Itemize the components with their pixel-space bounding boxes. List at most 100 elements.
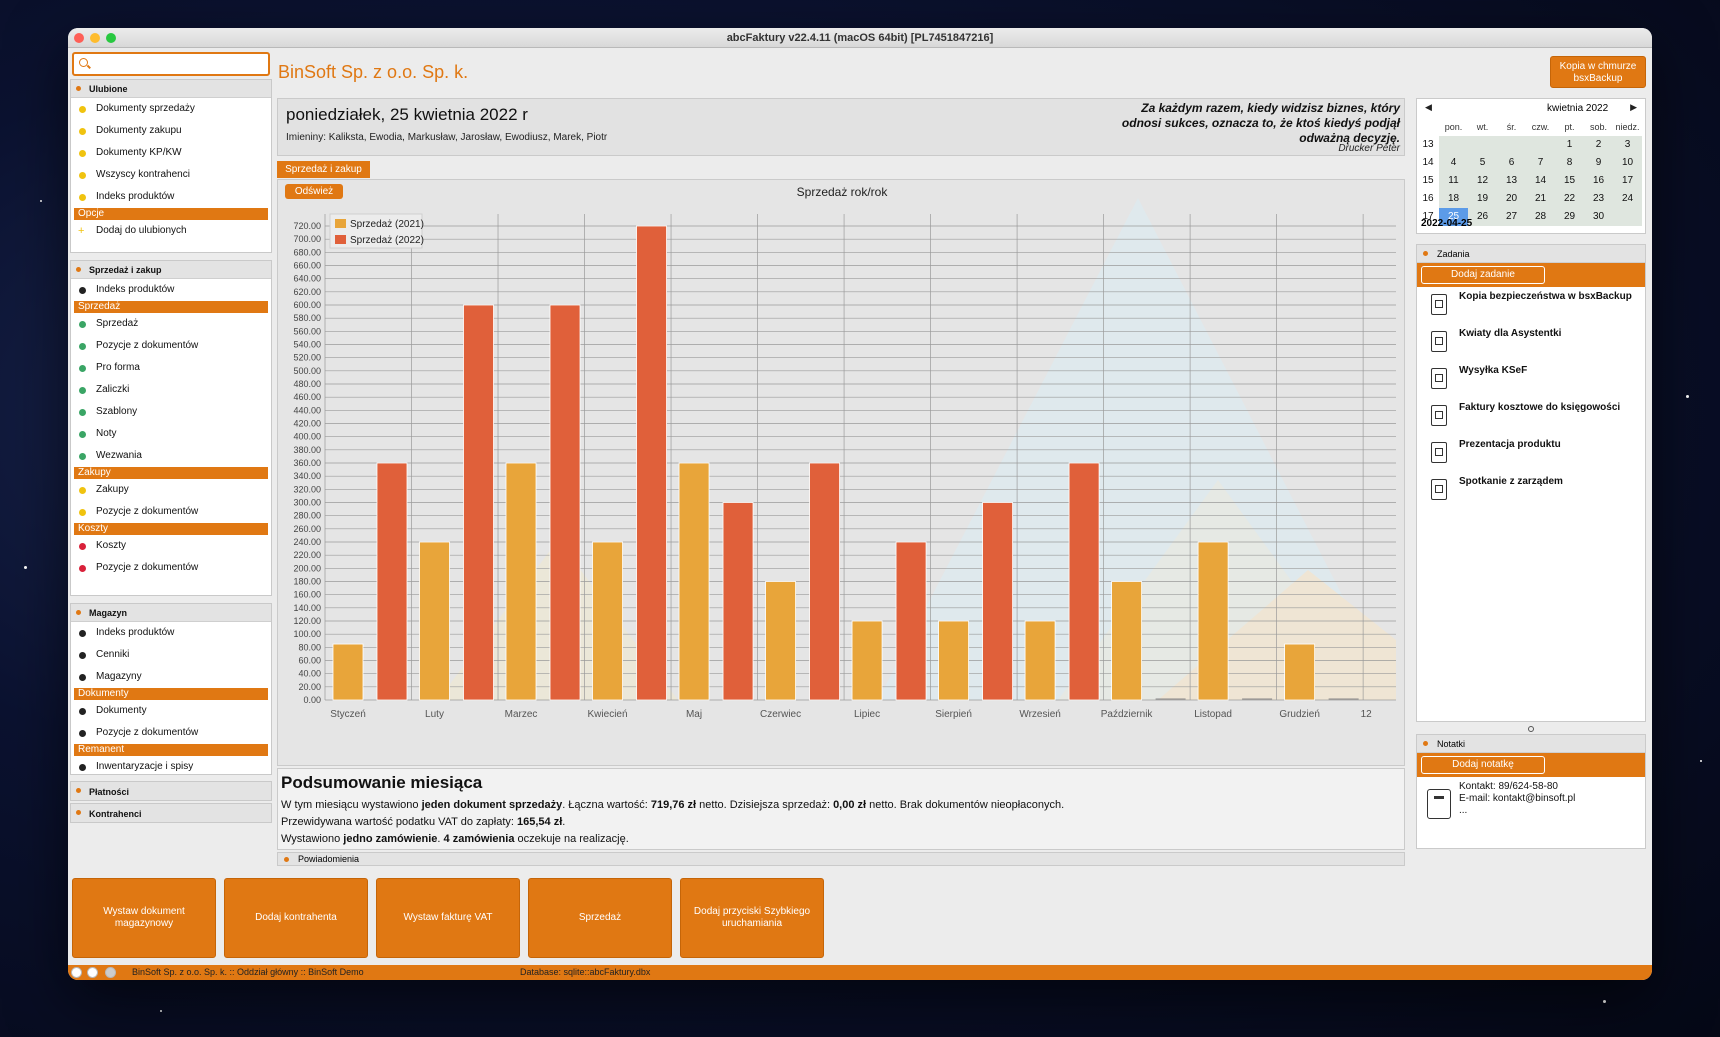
sidebar-item-favorite[interactable]: Dokumenty zakupu	[71, 120, 271, 142]
calendar-day[interactable]: 19	[1468, 190, 1497, 208]
sidebar-item-sales[interactable]: Pozycje z dokumentów	[71, 557, 271, 579]
sidebar-item-sales[interactable]: Koszty	[71, 535, 271, 557]
warehouse-header[interactable]: Magazyn	[71, 604, 271, 622]
add-note-button[interactable]: Dodaj notatkę	[1421, 756, 1545, 774]
calendar-day	[1468, 136, 1497, 154]
contractors-header[interactable]: Kontrahenci	[70, 803, 272, 823]
task-item[interactable]: Prezentacja produktu	[1417, 435, 1645, 472]
daily-quote: Za każdym razem, kiedy widzisz biznes, k…	[1110, 101, 1400, 146]
sidebar-item-sales[interactable]: Zaliczki	[71, 379, 271, 401]
calendar-day[interactable]: 13	[1497, 172, 1526, 190]
sidebar-item-sales[interactable]: Wezwania	[71, 445, 271, 467]
calendar-day[interactable]: 18	[1439, 190, 1468, 208]
note-line[interactable]: E-mail: kontakt@binsoft.pl	[1459, 793, 1576, 804]
calendar-day[interactable]: 11	[1439, 172, 1468, 190]
task-item[interactable]: Wysyłka KSeF	[1417, 361, 1645, 398]
sidebar-item-warehouse[interactable]: Cenniki	[71, 644, 271, 666]
prev-month-icon[interactable]: ◀	[1425, 102, 1432, 112]
sidebar-item-sales[interactable]: Noty	[71, 423, 271, 445]
calendar-day[interactable]: 26	[1468, 208, 1497, 226]
calendar-day[interactable]: 16	[1584, 172, 1613, 190]
sidebar-item-warehouse[interactable]: Magazyny	[71, 666, 271, 688]
calendar-day[interactable]: 5	[1468, 154, 1497, 172]
issue-vat-invoice-button[interactable]: Wystaw fakturę VAT	[376, 878, 520, 958]
sidebar-item-sales[interactable]: Zakupy	[71, 479, 271, 501]
status-indicator-icon[interactable]	[105, 967, 116, 978]
task-item[interactable]: Kopia bezpieczeństwa w bsxBackup	[1417, 287, 1645, 324]
favorites-header[interactable]: Ulubione	[71, 80, 271, 98]
note-line[interactable]: ...	[1459, 805, 1468, 816]
tasks-header[interactable]: Zadania	[1417, 245, 1645, 263]
sidebar-item-favorite[interactable]: Dokumenty KP/KW	[71, 142, 271, 164]
search-input[interactable]	[92, 56, 262, 72]
calendar-day[interactable]: 25	[1439, 208, 1468, 226]
calendar-day[interactable]: 23	[1584, 190, 1613, 208]
bar-2021	[505, 462, 537, 701]
sales-button[interactable]: Sprzedaż	[528, 878, 672, 958]
add-to-favorites[interactable]: + Dodaj do ulubionych	[71, 220, 271, 242]
search-box[interactable]	[72, 52, 270, 76]
bar-2021	[1284, 643, 1316, 701]
add-contractor-button[interactable]: Dodaj kontrahenta	[224, 878, 368, 958]
calendar-day[interactable]: 15	[1555, 172, 1584, 190]
sidebar-item-favorite[interactable]: Dokumenty sprzedaży	[71, 98, 271, 120]
calendar-day[interactable]: 7	[1526, 154, 1555, 172]
tab-sales-purchase[interactable]: Sprzedaż i zakup	[277, 161, 370, 178]
calendar-day[interactable]: 27	[1497, 208, 1526, 226]
close-window-button[interactable]	[74, 33, 84, 43]
next-month-icon[interactable]: ▶	[1630, 102, 1637, 112]
sidebar-item-warehouse-doc[interactable]: Dokumenty	[71, 700, 271, 722]
calendar-day[interactable]: 21	[1526, 190, 1555, 208]
task-item[interactable]: Kwiaty dla Asystentki	[1417, 324, 1645, 361]
sales-header[interactable]: Sprzedaż i zakup	[71, 261, 271, 279]
summary-text: Przewidywana wartość podatku VAT do zapł…	[281, 816, 518, 828]
note-line[interactable]: Kontakt: 89/624-58-80	[1459, 781, 1558, 792]
sidebar-item-sales[interactable]: Pro forma	[71, 357, 271, 379]
calendar-day[interactable]: 29	[1555, 208, 1584, 226]
panel-splitter-handle[interactable]	[1528, 726, 1534, 732]
calendar-day[interactable]: 12	[1468, 172, 1497, 190]
sidebar-item-sales[interactable]: Pozycje z dokumentów	[71, 335, 271, 357]
calendar-day[interactable]: 1	[1555, 136, 1584, 154]
sidebar-item-warehouse[interactable]: Indeks produktów	[71, 622, 271, 644]
sidebar-item-favorite[interactable]: Wszyscy kontrahenci	[71, 164, 271, 186]
calendar-day[interactable]: 4	[1439, 154, 1468, 172]
calendar-day[interactable]: 22	[1555, 190, 1584, 208]
calendar-day[interactable]: 17	[1613, 172, 1642, 190]
refresh-button[interactable]: Odśwież	[285, 184, 343, 199]
status-indicator-icon[interactable]	[87, 967, 98, 978]
calendar-day[interactable]: 24	[1613, 190, 1642, 208]
sidebar-item-favorite[interactable]: Indeks produktów	[71, 186, 271, 208]
minimize-window-button[interactable]	[90, 33, 100, 43]
issue-warehouse-document-button[interactable]: Wystaw dokument magazynowy	[72, 878, 216, 958]
calendar-day[interactable]: 6	[1497, 154, 1526, 172]
payments-header[interactable]: Płatności	[70, 781, 272, 801]
calendar-day[interactable]: 8	[1555, 154, 1584, 172]
sidebar-item-sales[interactable]: Pozycje z dokumentów	[71, 501, 271, 523]
status-indicator-icon[interactable]	[71, 967, 82, 978]
calendar-day[interactable]: 20	[1497, 190, 1526, 208]
sidebar-item-sales[interactable]: Sprzedaż	[71, 313, 271, 335]
cloud-backup-label-1: Kopia w chmurze	[1559, 61, 1637, 72]
notes-header[interactable]: Notatki	[1417, 735, 1645, 753]
sidebar-item-product-index[interactable]: Indeks produktów	[71, 279, 271, 301]
calendar-day[interactable]: 28	[1526, 208, 1555, 226]
cloud-backup-button[interactable]: Kopia w chmurze bsxBackup	[1550, 56, 1646, 88]
task-item[interactable]: Faktury kosztowe do księgowości	[1417, 398, 1645, 435]
calendar-day[interactable]: 10	[1613, 154, 1642, 172]
sidebar-item-sales[interactable]: Szablony	[71, 401, 271, 423]
add-quick-launch-buttons-button[interactable]: Dodaj przyciski Szybkiego uruchamiania	[680, 878, 824, 958]
month-summary: Podsumowanie miesiąca W tym miesiącu wys…	[277, 768, 1405, 850]
app-window: abcFaktury v22.4.11 (macOS 64bit) [PL745…	[68, 28, 1652, 980]
sidebar-item-remanent[interactable]: Inwentaryzacje i spisy	[71, 756, 271, 778]
calendar-day[interactable]: 2	[1584, 136, 1613, 154]
calendar-day[interactable]: 3	[1613, 136, 1642, 154]
notifications-header[interactable]: Powiadomienia	[277, 852, 1405, 866]
calendar-day[interactable]: 30	[1584, 208, 1613, 226]
calendar-day[interactable]: 9	[1584, 154, 1613, 172]
calendar-day[interactable]: 14	[1526, 172, 1555, 190]
maximize-window-button[interactable]	[106, 33, 116, 43]
sidebar-item-warehouse-doc[interactable]: Pozycje z dokumentów	[71, 722, 271, 744]
add-task-button[interactable]: Dodaj zadanie	[1421, 266, 1545, 284]
task-item[interactable]: Spotkanie z zarządem	[1417, 472, 1645, 509]
